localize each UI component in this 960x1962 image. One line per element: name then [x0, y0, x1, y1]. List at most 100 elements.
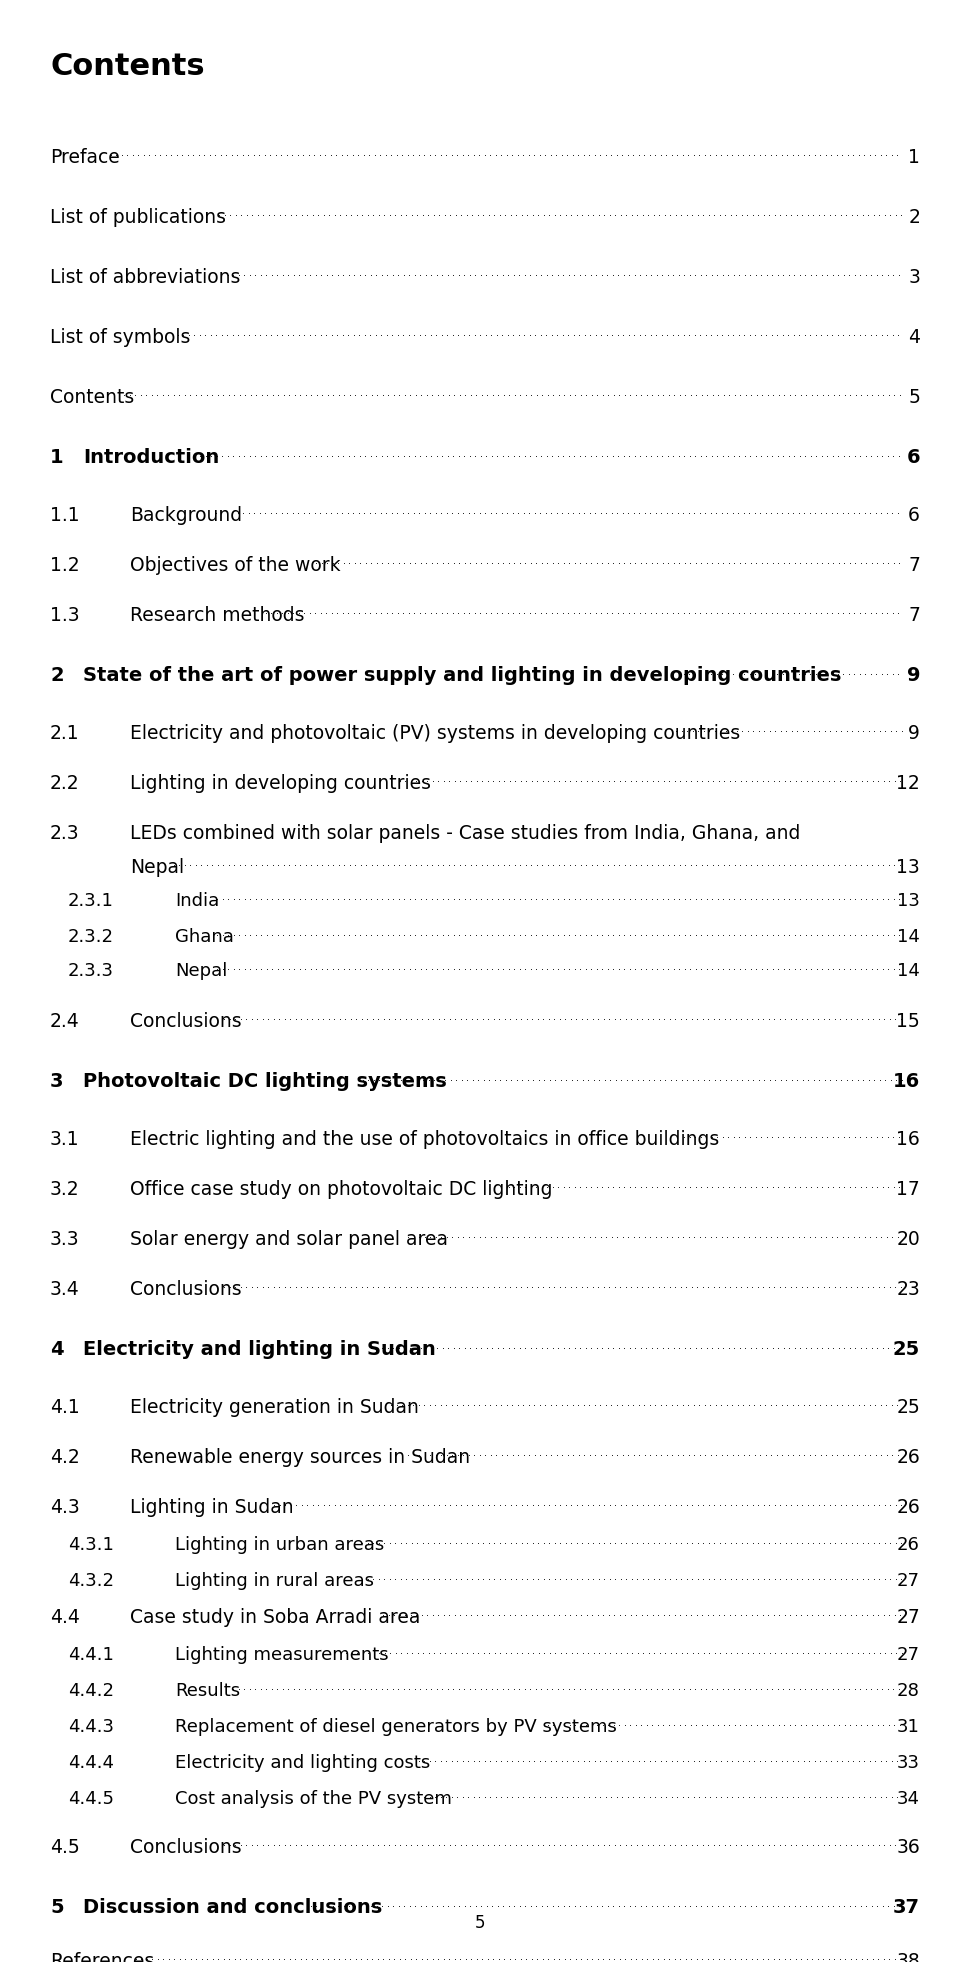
Text: Conclusions: Conclusions — [130, 1279, 242, 1299]
Text: 4.3.2: 4.3.2 — [68, 1572, 114, 1589]
Text: 28: 28 — [898, 1681, 920, 1699]
Text: Lighting in rural areas: Lighting in rural areas — [175, 1572, 374, 1589]
Text: 13: 13 — [897, 857, 920, 877]
Text: Conclusions: Conclusions — [130, 1838, 242, 1856]
Text: 4.4.2: 4.4.2 — [68, 1681, 114, 1699]
Text: Electricity generation in Sudan: Electricity generation in Sudan — [130, 1399, 419, 1417]
Text: Lighting in urban areas: Lighting in urban areas — [175, 1536, 384, 1554]
Text: 4.3: 4.3 — [50, 1499, 80, 1517]
Text: 20: 20 — [897, 1230, 920, 1250]
Text: 3.3: 3.3 — [50, 1230, 80, 1250]
Text: Nepal: Nepal — [130, 857, 184, 877]
Text: LEDs combined with solar panels - Case studies from India, Ghana, and: LEDs combined with solar panels - Case s… — [130, 824, 801, 844]
Text: 38: 38 — [897, 1952, 920, 1962]
Text: 4.4: 4.4 — [50, 1609, 80, 1626]
Text: Research methods: Research methods — [130, 606, 304, 626]
Text: 4.3.1: 4.3.1 — [68, 1536, 114, 1554]
Text: 2.2: 2.2 — [50, 773, 80, 793]
Text: 13: 13 — [898, 893, 920, 910]
Text: References: References — [50, 1952, 155, 1962]
Text: 2.3.3: 2.3.3 — [68, 961, 114, 979]
Text: Contents: Contents — [50, 53, 204, 80]
Text: State of the art of power supply and lighting in developing countries: State of the art of power supply and lig… — [83, 665, 841, 685]
Text: Electricity and lighting in Sudan: Electricity and lighting in Sudan — [83, 1340, 436, 1360]
Text: Results: Results — [175, 1681, 240, 1699]
Text: 4.4.5: 4.4.5 — [68, 1789, 114, 1809]
Text: Photovoltaic DC lighting systems: Photovoltaic DC lighting systems — [83, 1071, 446, 1091]
Text: 3.2: 3.2 — [50, 1179, 80, 1199]
Text: 1.3: 1.3 — [50, 606, 80, 626]
Text: 1: 1 — [50, 447, 63, 467]
Text: Objectives of the work: Objectives of the work — [130, 555, 341, 575]
Text: Lighting in developing countries: Lighting in developing countries — [130, 773, 431, 793]
Text: Replacement of diesel generators by PV systems: Replacement of diesel generators by PV s… — [175, 1719, 617, 1736]
Text: 16: 16 — [897, 1130, 920, 1150]
Text: Electric lighting and the use of photovoltaics in office buildings: Electric lighting and the use of photovo… — [130, 1130, 719, 1150]
Text: Cost analysis of the PV system: Cost analysis of the PV system — [175, 1789, 452, 1809]
Text: 14: 14 — [898, 928, 920, 946]
Text: 4.4.4: 4.4.4 — [68, 1754, 114, 1772]
Text: Office case study on photovoltaic DC lighting: Office case study on photovoltaic DC lig… — [130, 1179, 553, 1199]
Text: Background: Background — [130, 506, 242, 526]
Text: 2.3.1: 2.3.1 — [68, 893, 114, 910]
Text: 4: 4 — [908, 328, 920, 347]
Text: 27: 27 — [897, 1609, 920, 1626]
Text: 34: 34 — [897, 1789, 920, 1809]
Text: India: India — [175, 893, 219, 910]
Text: 12: 12 — [897, 773, 920, 793]
Text: Electricity and photovoltaic (PV) systems in developing countries: Electricity and photovoltaic (PV) system… — [130, 724, 740, 744]
Text: 2.3.2: 2.3.2 — [68, 928, 114, 946]
Text: 14: 14 — [898, 961, 920, 979]
Text: Ghana: Ghana — [175, 928, 234, 946]
Text: 23: 23 — [897, 1279, 920, 1299]
Text: List of abbreviations: List of abbreviations — [50, 269, 240, 286]
Text: 3.4: 3.4 — [50, 1279, 80, 1299]
Text: 36: 36 — [897, 1838, 920, 1856]
Text: Conclusions: Conclusions — [130, 1012, 242, 1030]
Text: 27: 27 — [897, 1646, 920, 1664]
Text: 7: 7 — [908, 555, 920, 575]
Text: Nepal: Nepal — [175, 961, 228, 979]
Text: 25: 25 — [893, 1340, 920, 1360]
Text: Renewable energy sources in Sudan: Renewable energy sources in Sudan — [130, 1448, 470, 1468]
Text: 5: 5 — [50, 1897, 63, 1917]
Text: 2.3: 2.3 — [50, 824, 80, 844]
Text: 2.1: 2.1 — [50, 724, 80, 744]
Text: 9: 9 — [906, 665, 920, 685]
Text: 26: 26 — [898, 1536, 920, 1554]
Text: 26: 26 — [897, 1499, 920, 1517]
Text: 5: 5 — [475, 1915, 485, 1933]
Text: Lighting measurements: Lighting measurements — [175, 1646, 389, 1664]
Text: Discussion and conclusions: Discussion and conclusions — [83, 1897, 382, 1917]
Text: 26: 26 — [897, 1448, 920, 1468]
Text: 4.4.3: 4.4.3 — [68, 1719, 114, 1736]
Text: 4.1: 4.1 — [50, 1399, 80, 1417]
Text: 16: 16 — [893, 1071, 920, 1091]
Text: 6: 6 — [908, 506, 920, 526]
Text: Lighting in Sudan: Lighting in Sudan — [130, 1499, 294, 1517]
Text: 3: 3 — [908, 269, 920, 286]
Text: 4.5: 4.5 — [50, 1838, 80, 1856]
Text: 3: 3 — [50, 1071, 63, 1091]
Text: List of symbols: List of symbols — [50, 328, 190, 347]
Text: 37: 37 — [893, 1897, 920, 1917]
Text: Electricity and lighting costs: Electricity and lighting costs — [175, 1754, 430, 1772]
Text: 6: 6 — [906, 447, 920, 467]
Text: 15: 15 — [897, 1012, 920, 1030]
Text: 27: 27 — [897, 1572, 920, 1589]
Text: Case study in Soba Arradi area: Case study in Soba Arradi area — [130, 1609, 420, 1626]
Text: Introduction: Introduction — [83, 447, 219, 467]
Text: 1.1: 1.1 — [50, 506, 80, 526]
Text: 2.4: 2.4 — [50, 1012, 80, 1030]
Text: 33: 33 — [897, 1754, 920, 1772]
Text: 2: 2 — [50, 665, 63, 685]
Text: 2: 2 — [908, 208, 920, 228]
Text: 7: 7 — [908, 606, 920, 626]
Text: 1.2: 1.2 — [50, 555, 80, 575]
Text: Contents: Contents — [50, 388, 134, 406]
Text: 25: 25 — [897, 1399, 920, 1417]
Text: 4.4.1: 4.4.1 — [68, 1646, 114, 1664]
Text: 31: 31 — [898, 1719, 920, 1736]
Text: Solar energy and solar panel area: Solar energy and solar panel area — [130, 1230, 448, 1250]
Text: 5: 5 — [908, 388, 920, 406]
